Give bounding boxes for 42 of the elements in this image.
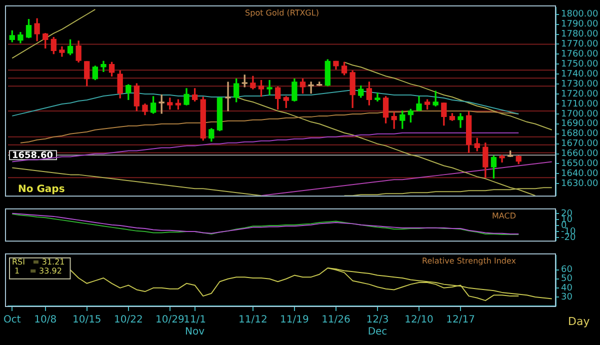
x-tick-label: 10/22: [114, 314, 143, 326]
y-tick-label: 50: [561, 274, 573, 284]
y-tick-label: 1770.00: [561, 40, 598, 50]
x-tick-label: 10/15: [72, 314, 102, 326]
y-tick-label: 30: [561, 292, 573, 302]
y-tick-label: 1650.00: [561, 159, 598, 170]
y-tick-label: 1710.00: [561, 99, 598, 110]
y-tick-label: 40: [561, 283, 573, 294]
y-tick-label: 1790.00: [561, 20, 598, 30]
y-tick-label: 60: [561, 265, 573, 276]
y-tick-label: 1750.00: [561, 60, 598, 70]
annotation: No Gaps: [18, 184, 65, 196]
chart-title: Relative Strength Index: [422, 256, 516, 266]
x-axis-title: Day: [568, 314, 590, 328]
y-tick-label: 1720.00: [561, 89, 598, 100]
y-tick-label: 1690.00: [561, 119, 598, 130]
chart-title: MACD: [492, 211, 516, 220]
ref-line-label: 1658.60: [12, 151, 53, 162]
y-tick-label: 1740.00: [561, 69, 598, 80]
y-tick-label: 1640.00: [561, 169, 598, 180]
x-tick-label: 10/8: [34, 314, 57, 326]
x-tick-label: Oct: [4, 314, 21, 326]
x-tick-label: 11/19: [280, 314, 309, 326]
y-tick-label: 1760.00: [561, 50, 598, 60]
x-tick-label: 12/17: [446, 314, 475, 326]
y-tick-label: 1700.00: [561, 109, 598, 120]
x-tick-label: 12/3 Dec: [366, 314, 389, 338]
chart-title: Spot Gold (RTXGL): [245, 8, 319, 18]
x-tick-label: 11/26: [322, 314, 350, 326]
x-tick-label: 11/1 Nov: [184, 314, 206, 338]
x-tick-label: 10/29: [155, 314, 184, 326]
y-tick-label: 1660.00: [561, 149, 598, 160]
annotation: 1 = 33.92: [12, 266, 62, 276]
x-tick-label: 11/12: [238, 314, 268, 326]
y-tick-label: 1680.00: [561, 129, 598, 140]
y-tick-label: 1780.00: [561, 30, 598, 40]
y-tick-label: 1800.00: [561, 10, 598, 20]
y-tick-label: 1670.00: [561, 139, 598, 150]
y-tick-label: 1730.00: [561, 79, 598, 90]
x-tick-label: 12/10: [404, 314, 434, 326]
y-tick-label: 1630.00: [561, 178, 598, 189]
annotation: RSI = 31.21: [12, 257, 65, 266]
